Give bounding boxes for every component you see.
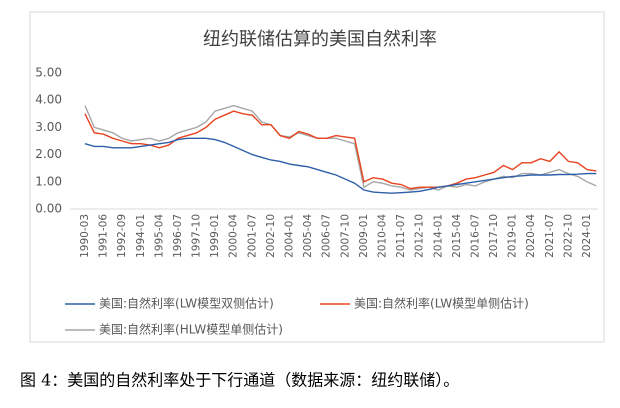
x-tick-label: 2005-04 [302, 214, 314, 258]
y-tick-label: 1.00 [35, 174, 62, 188]
x-tick-label: 2000-04 [228, 214, 240, 258]
chart-frame [29, 11, 605, 343]
legend-label: 美国:自然利率(LW模型单侧估计) [354, 296, 529, 311]
x-tick-label: 1991-06 [98, 214, 110, 258]
y-tick-label: 2.00 [35, 147, 62, 161]
x-tick-label: 2021-07 [544, 214, 556, 258]
y-tick-label: 4.00 [35, 93, 62, 107]
x-tick-label: 1996-07 [172, 214, 184, 258]
x-tick-label: 1990-03 [79, 214, 91, 258]
x-tick-label: 2012-10 [414, 214, 426, 258]
x-tick-label: 2024-01 [581, 214, 593, 258]
series-line [84, 104, 597, 191]
legend-label: 美国:自然利率(HLW模型单侧估计) [99, 322, 283, 337]
x-tick-label: 2002-10 [265, 214, 277, 258]
x-tick-label: 2007-10 [339, 214, 351, 258]
series-line [84, 110, 597, 190]
x-tick-label: 2006-07 [321, 214, 333, 258]
x-tick-label: 1994-01 [135, 214, 147, 258]
x-tick-label: 1995-04 [153, 214, 165, 258]
chart-title: 纽约联储估算的美国自然利率 [203, 29, 437, 50]
x-tick-label: 2001-07 [246, 214, 258, 258]
x-tick-label: 2019-01 [507, 214, 519, 258]
y-tick-label: 5.00 [35, 66, 62, 80]
y-tick-label: 3.00 [35, 120, 62, 134]
series-line [84, 137, 597, 194]
x-tick-label: 2009-01 [358, 214, 370, 258]
y-tick-label: 0.00 [35, 202, 62, 216]
x-tick-label: 2022-10 [562, 214, 574, 258]
x-tick-label: 2004-01 [284, 214, 296, 258]
x-tick-label: 2011-07 [395, 214, 407, 258]
x-tick-label: 1997-10 [191, 214, 203, 258]
x-tick-label: 2017-10 [488, 214, 500, 258]
x-tick-label: 1999-01 [209, 214, 221, 258]
x-tick-label: 2014-01 [432, 214, 444, 258]
x-tick-label: 2010-04 [376, 214, 388, 258]
legend-label: 美国:自然利率(LW模型双侧估计) [99, 296, 274, 311]
x-tick-label: 1992-09 [116, 214, 128, 258]
x-tick-label: 2015-04 [451, 214, 463, 258]
x-tick-label: 2020-04 [525, 214, 537, 258]
x-tick-label: 2016-07 [469, 214, 481, 258]
caption: 图 4：美国的自然利率处于下行通道（数据来源：纽约联储）。 [20, 371, 459, 390]
